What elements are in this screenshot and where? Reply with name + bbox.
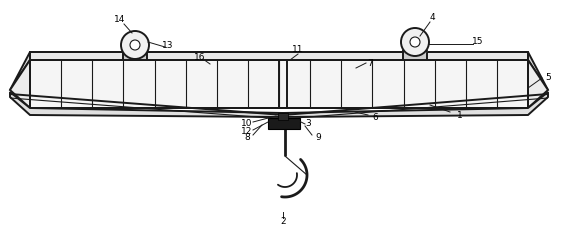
Text: 10: 10 — [241, 120, 253, 128]
Circle shape — [410, 37, 420, 47]
Polygon shape — [123, 51, 147, 60]
Polygon shape — [10, 92, 283, 117]
Circle shape — [401, 28, 429, 56]
Text: 9: 9 — [315, 134, 321, 142]
Text: 14: 14 — [115, 16, 126, 25]
Text: 15: 15 — [472, 38, 484, 46]
Text: 1: 1 — [457, 111, 463, 120]
Text: 6: 6 — [372, 114, 378, 123]
Polygon shape — [528, 60, 548, 108]
Polygon shape — [403, 51, 427, 60]
Bar — [268, 118, 300, 129]
Text: 4: 4 — [429, 14, 435, 22]
Text: 11: 11 — [292, 46, 304, 55]
Text: 3: 3 — [305, 120, 311, 128]
Polygon shape — [30, 52, 528, 60]
Polygon shape — [10, 52, 30, 90]
Text: 16: 16 — [194, 52, 206, 62]
Circle shape — [121, 31, 149, 59]
Text: 12: 12 — [242, 126, 253, 136]
Polygon shape — [283, 92, 548, 117]
Text: 2: 2 — [280, 218, 286, 226]
Polygon shape — [30, 60, 528, 108]
Bar — [278, 113, 288, 120]
Polygon shape — [10, 60, 30, 108]
Text: 5: 5 — [545, 74, 551, 82]
Polygon shape — [528, 52, 548, 90]
Text: 7: 7 — [367, 58, 373, 68]
Circle shape — [130, 40, 140, 50]
Text: 13: 13 — [162, 41, 174, 49]
Text: 8: 8 — [244, 134, 250, 142]
